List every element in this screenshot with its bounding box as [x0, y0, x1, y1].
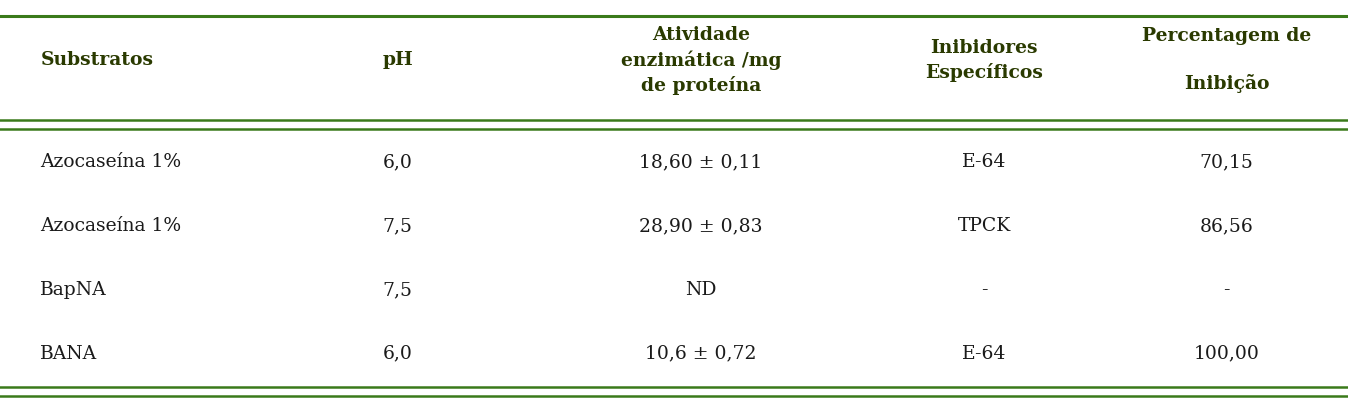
Text: 86,56: 86,56	[1200, 217, 1254, 235]
Text: 6,0: 6,0	[383, 345, 412, 363]
Text: E-64: E-64	[962, 345, 1006, 363]
Text: Atividade
enzimática /mg
de proteína: Atividade enzimática /mg de proteína	[620, 26, 782, 95]
Text: 28,90 ± 0,83: 28,90 ± 0,83	[639, 217, 763, 235]
Text: Azocaseína 1%: Azocaseína 1%	[40, 217, 182, 235]
Text: pH: pH	[383, 51, 412, 69]
Text: Substratos: Substratos	[40, 51, 154, 69]
Text: ND: ND	[685, 281, 717, 299]
Text: BANA: BANA	[40, 345, 97, 363]
Text: 100,00: 100,00	[1194, 345, 1259, 363]
Text: E-64: E-64	[962, 153, 1006, 171]
Text: -: -	[1224, 281, 1229, 299]
Text: Azocaseína 1%: Azocaseína 1%	[40, 153, 182, 171]
Text: 7,5: 7,5	[383, 281, 412, 299]
Text: 18,60 ± 0,11: 18,60 ± 0,11	[639, 153, 763, 171]
Text: Percentagem de

Inibição: Percentagem de Inibição	[1142, 27, 1312, 93]
Text: 70,15: 70,15	[1200, 153, 1254, 171]
Text: 10,6 ± 0,72: 10,6 ± 0,72	[646, 345, 756, 363]
Text: 6,0: 6,0	[383, 153, 412, 171]
Text: TPCK: TPCK	[957, 217, 1011, 235]
Text: 7,5: 7,5	[383, 217, 412, 235]
Text: Inibidores
Específicos: Inibidores Específicos	[925, 39, 1043, 82]
Text: -: -	[981, 281, 987, 299]
Text: BapNA: BapNA	[40, 281, 106, 299]
